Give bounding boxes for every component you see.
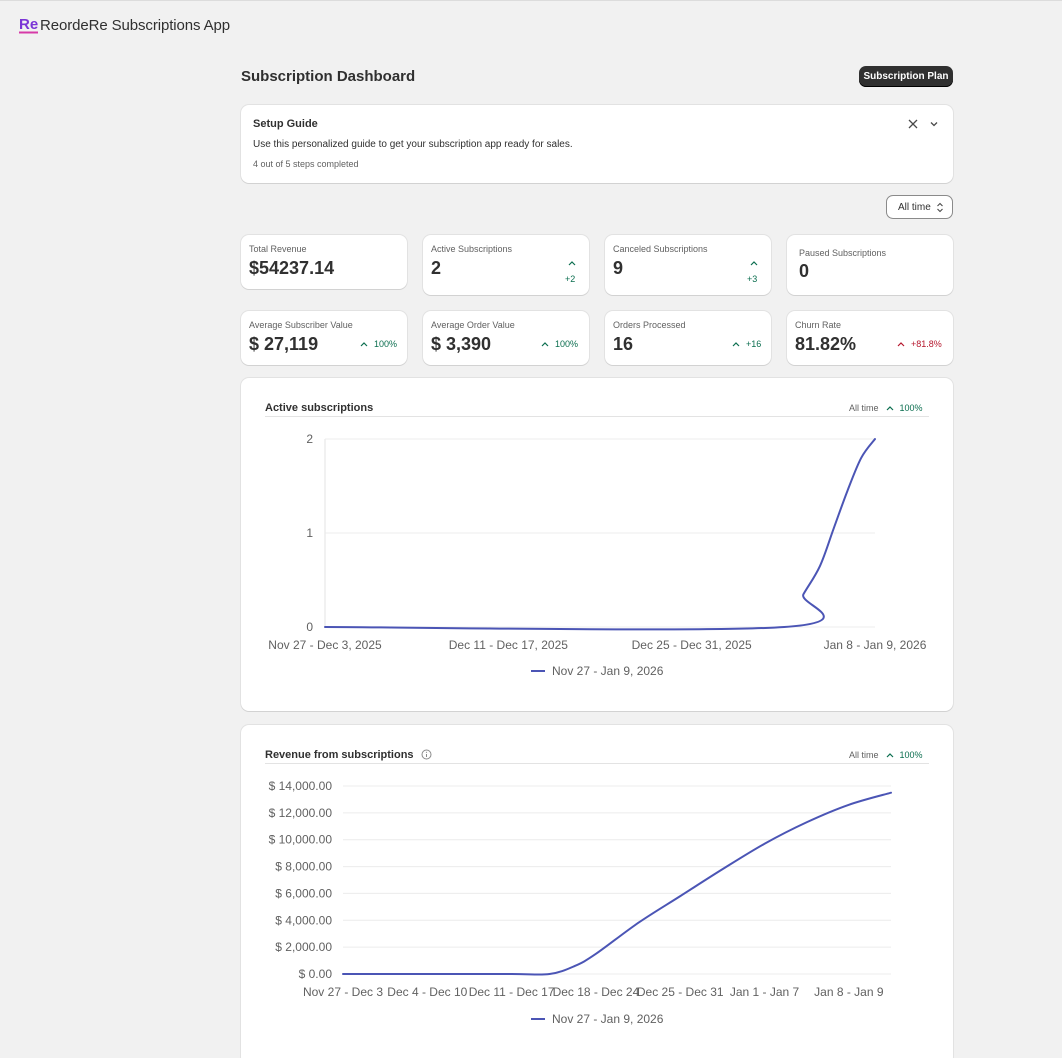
- chart-title: Revenue from subscriptions: [265, 749, 432, 761]
- stat-value: 0: [799, 261, 810, 281]
- revenue-card: Revenue from subscriptions All time 100% …: [241, 725, 953, 1058]
- x-tick-label: Dec 25 - Dec 31, 2025: [632, 638, 752, 652]
- arrow-up-icon: [750, 261, 758, 266]
- stat-value: $ 3,390: [431, 334, 492, 354]
- stat-value: 81.82%: [795, 334, 857, 354]
- stat-trend: +16: [731, 339, 761, 349]
- stat-label: Active Subscriptions: [431, 244, 513, 254]
- y-tick-label: $ 6,000.00: [275, 886, 332, 900]
- chart-range: All time: [849, 750, 879, 760]
- stat-label: Orders Processed: [613, 320, 686, 330]
- stat-trend: 100%: [359, 339, 397, 349]
- x-tick-label: Jan 1 - Jan 7: [730, 985, 800, 999]
- x-tick-label: Jan 8 - Jan 9: [814, 985, 884, 999]
- stat-card-average-subscriber-value: Average Subscriber Value $ 27,119 100%: [241, 311, 407, 365]
- stat-value: 2: [431, 258, 442, 278]
- stat-value: $ 27,119: [249, 334, 319, 354]
- stat-trend: +2: [565, 274, 576, 284]
- x-tick-label: Jan 8 - Jan 9, 2026: [824, 638, 927, 652]
- stat-card-orders-processed: Orders Processed 16 +16: [605, 311, 771, 365]
- y-tick-label: $ 8,000.00: [275, 860, 332, 874]
- chart-title: Active subscriptions: [265, 402, 374, 414]
- x-tick-label: Dec 4 - Dec 10: [387, 985, 467, 999]
- revenue-chart: $ 0.00 $ 2,000.00 $ 4,000.00 $ 6,000.00 $ 8,…: [269, 779, 892, 1026]
- stat-label: Total Revenue: [249, 244, 307, 254]
- x-tick-label: Dec 25 - Dec 31: [637, 985, 724, 999]
- y-tick-label: 1: [306, 526, 313, 540]
- stat-trend: +81.8%: [896, 339, 942, 349]
- stat-trend-value: 100%: [374, 339, 398, 349]
- chart-meta: All time 100%: [849, 403, 923, 413]
- stat-card-average-order-value: Average Order Value $ 3,390 100%: [423, 311, 589, 365]
- setup-guide-description: Use this personalized guide to get your …: [253, 139, 573, 150]
- stat-label: Churn Rate: [795, 320, 842, 330]
- app-title: ReordeRe Subscriptions App: [40, 17, 231, 34]
- arrow-up-icon: [732, 342, 740, 347]
- chevron-down-icon[interactable]: [928, 118, 940, 130]
- select-arrows-icon: [937, 202, 943, 213]
- setup-guide-card: Setup Guide Use this personalized guide …: [241, 105, 953, 183]
- x-tick-label: Nov 27 - Dec 3, 2025: [268, 638, 382, 652]
- arrow-up-icon: [568, 261, 576, 266]
- stat-trend-value: 100%: [555, 339, 579, 349]
- x-tick-label: Nov 27 - Dec 3: [303, 985, 383, 999]
- svg-text:Re: Re: [19, 16, 38, 33]
- stat-value: 16: [613, 334, 634, 354]
- date-range-label: All time: [898, 201, 931, 213]
- stat-trend-value: +81.8%: [911, 339, 942, 349]
- stat-trend-value: +16: [746, 339, 762, 349]
- y-tick-label: $ 0.00: [299, 967, 333, 981]
- chart-range: All time: [849, 403, 879, 413]
- stat-trend: +3: [747, 274, 758, 284]
- active-subscriptions-chart: 0 1 2 Nov 27 - Dec 3, 2025 Dec 11 - Dec 17, …: [268, 432, 927, 678]
- stat-card-churn-rate: Churn Rate 81.82% +81.8%: [787, 311, 953, 365]
- arrow-up-icon: [886, 406, 893, 411]
- y-tick-label: $ 10,000.00: [269, 833, 333, 847]
- series-line: [342, 791, 892, 976]
- y-tick-label: $ 2,000.00: [275, 940, 332, 954]
- y-tick-label: 0: [306, 620, 313, 634]
- stat-label: Paused Subscriptions: [799, 248, 887, 258]
- stat-card-paused-subscriptions: Paused Subscriptions 0: [787, 235, 953, 295]
- stat-card-active-subscriptions: Active Subscriptions 2 +2: [423, 235, 589, 295]
- chart-meta: All time 100%: [849, 750, 923, 760]
- close-icon[interactable]: [906, 117, 920, 131]
- active-subscriptions-card: Active subscriptions All time 100% 0 1 2 Nov…: [241, 378, 953, 711]
- page-title: Subscription Dashboard: [241, 68, 416, 85]
- stat-trend: 100%: [540, 339, 578, 349]
- x-tick-label: Dec 18 - Dec 24: [553, 985, 640, 999]
- legend-label: Nov 27 - Jan 9, 2026: [552, 664, 664, 678]
- chart-change: 100%: [899, 750, 923, 760]
- stat-label: Average Subscriber Value: [249, 320, 353, 330]
- app-header: Re ReordeRe Subscriptions App: [0, 0, 1062, 50]
- chart-title-text: Revenue from subscriptions: [265, 749, 414, 761]
- reordere-logo-icon: Re: [19, 16, 38, 34]
- arrow-up-icon: [886, 753, 893, 758]
- chart-change: 100%: [899, 403, 923, 413]
- arrow-up-icon: [541, 342, 549, 347]
- arrow-up-icon: [360, 342, 368, 347]
- x-tick-label: Dec 11 - Dec 17: [469, 985, 555, 999]
- x-tick-label: Dec 11 - Dec 17, 2025: [449, 638, 569, 652]
- y-tick-label: 2: [306, 432, 313, 446]
- y-tick-label: $ 14,000.00: [269, 779, 333, 793]
- stat-card-total-revenue: Total Revenue $54237.14: [241, 235, 407, 289]
- subscription-plan-button[interactable]: Subscription Plan: [859, 66, 953, 87]
- legend-label: Nov 27 - Jan 9, 2026: [552, 1012, 664, 1026]
- stat-label: Average Order Value: [431, 320, 515, 330]
- y-tick-label: $ 4,000.00: [275, 913, 332, 927]
- chart-title-divider: [265, 416, 929, 417]
- stat-value: 9: [613, 258, 624, 278]
- stat-label: Canceled Subscriptions: [613, 244, 708, 254]
- arrow-up-icon: [897, 342, 905, 347]
- series-line: [324, 438, 876, 631]
- info-icon[interactable]: [421, 749, 432, 760]
- setup-guide-progress: 4 out of 5 steps completed: [253, 159, 359, 169]
- setup-guide-title: Setup Guide: [253, 118, 318, 130]
- date-range-select[interactable]: All time: [886, 195, 953, 219]
- y-tick-label: $ 12,000.00: [269, 806, 333, 820]
- chart-title-divider: [265, 763, 929, 764]
- stat-value: $54237.14: [249, 258, 335, 278]
- stat-card-canceled-subscriptions: Canceled Subscriptions 9 +3: [605, 235, 771, 295]
